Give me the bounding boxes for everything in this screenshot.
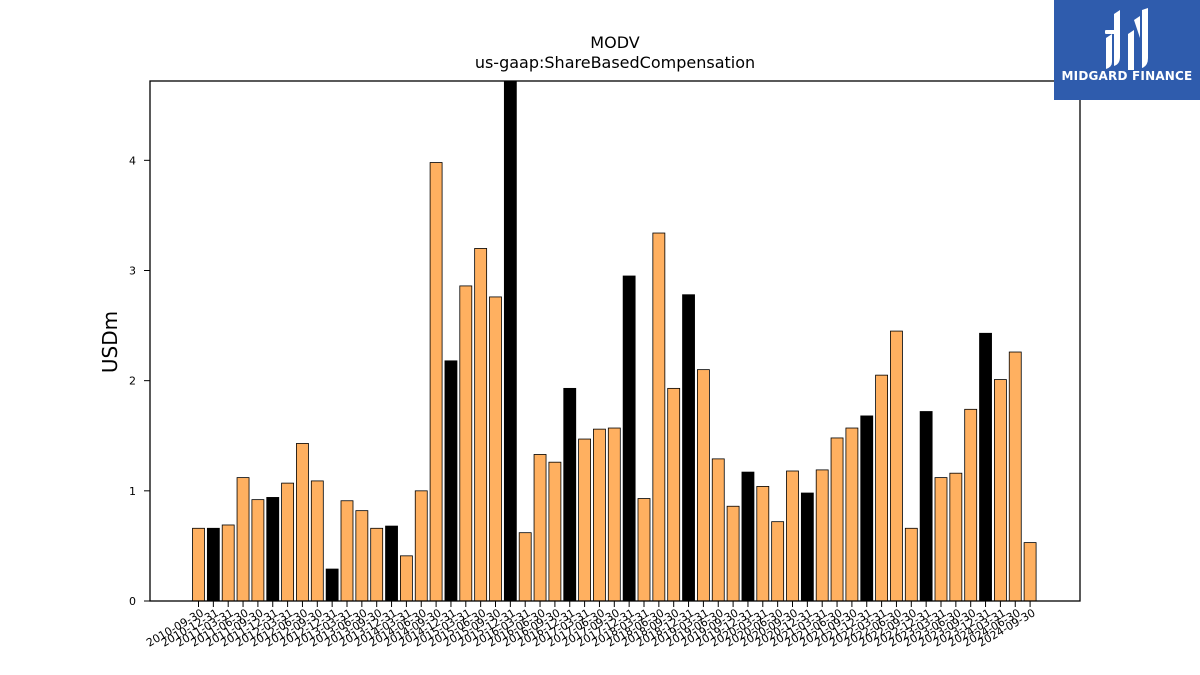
bar-2017-09-30 bbox=[607, 427, 621, 602]
bar-2011-12-31 bbox=[266, 497, 280, 602]
y-axis-label: USDm bbox=[98, 311, 122, 373]
bar-2014-12-31 bbox=[444, 360, 458, 602]
bar-2014-06-30 bbox=[414, 490, 428, 602]
brand-mark-icon bbox=[1105, 8, 1148, 70]
bar-2018-12-31 bbox=[682, 294, 695, 602]
bar-2024-09-30 bbox=[1023, 542, 1037, 602]
bar-2022-06-30 bbox=[890, 330, 903, 602]
bar-2019-06-30 bbox=[711, 458, 725, 602]
bar-2019-12-31 bbox=[741, 471, 755, 602]
bar-2016-12-31 bbox=[563, 387, 577, 602]
bar-2020-06-30 bbox=[771, 521, 785, 602]
bar-2022-03-31 bbox=[875, 374, 888, 602]
bar-2021-06-30 bbox=[830, 437, 844, 602]
bar-2021-03-31 bbox=[815, 469, 829, 602]
chart-subtitle: us-gaap:ShareBasedCompensation bbox=[475, 53, 755, 72]
bar-2014-03-31 bbox=[399, 555, 413, 602]
bar-2015-06-30 bbox=[474, 248, 488, 602]
bar-2021-12-31 bbox=[860, 415, 874, 602]
y-tick-label: 3 bbox=[129, 264, 136, 277]
bar-2017-12-31 bbox=[622, 275, 636, 602]
bar-2015-09-30 bbox=[489, 296, 502, 602]
chart-title: MODV bbox=[590, 33, 639, 52]
bar-2016-03-31 bbox=[518, 532, 532, 602]
bar-2017-03-31 bbox=[578, 438, 591, 602]
bar-2017-06-30 bbox=[593, 428, 606, 602]
bar-2019-09-30 bbox=[726, 505, 740, 602]
bar-2022-09-30 bbox=[904, 527, 918, 602]
bar-2012-06-30 bbox=[296, 443, 309, 602]
bar-2015-03-31 bbox=[459, 285, 473, 602]
bar-2019-03-31 bbox=[697, 369, 710, 602]
bar-2013-03-31 bbox=[340, 500, 354, 602]
bar-2018-06-30 bbox=[652, 232, 666, 602]
bar-2012-09-30 bbox=[310, 480, 324, 602]
brand-logo: MIDGARD FINANCE bbox=[1054, 0, 1200, 100]
bar-2011-03-31 bbox=[221, 524, 235, 602]
bar-2013-06-30 bbox=[355, 510, 369, 602]
bar-2011-09-30 bbox=[251, 499, 265, 602]
y-tick-label: 1 bbox=[129, 485, 136, 498]
bar-2012-12-31 bbox=[325, 568, 339, 602]
bar-2013-09-30 bbox=[370, 527, 384, 602]
y-tick-label: 2 bbox=[129, 375, 136, 388]
brand-name: MIDGARD FINANCE bbox=[1061, 69, 1193, 83]
bar-2012-03-31 bbox=[281, 482, 295, 602]
bar-2016-09-30 bbox=[548, 461, 562, 602]
bar-2020-12-31 bbox=[800, 492, 814, 602]
bar-2011-06-30 bbox=[236, 477, 250, 602]
bar-2010-12-31 bbox=[206, 527, 220, 602]
bar-2016-06-30 bbox=[533, 454, 547, 602]
bar-2014-09-30 bbox=[429, 162, 443, 602]
bars-group bbox=[192, 80, 1037, 602]
bar-2018-09-30 bbox=[667, 387, 681, 602]
bar-2013-12-31 bbox=[385, 525, 398, 602]
plot-frame bbox=[149, 80, 1081, 602]
x-axis-ticks: 2010-09-302010-12-312011-03-312011-06-30… bbox=[144, 601, 1038, 650]
bar-2023-09-30 bbox=[964, 408, 978, 602]
bar-2024-03-31 bbox=[994, 379, 1007, 602]
bar-2010-09-30 bbox=[192, 527, 205, 602]
y-tick-label: 4 bbox=[129, 154, 136, 167]
bar-2015-12-31 bbox=[503, 80, 517, 602]
bar-2023-06-30 bbox=[949, 472, 963, 602]
y-axis-ticks: 0 1 2 3 4 bbox=[129, 154, 150, 608]
bar-2023-03-31 bbox=[934, 477, 948, 602]
bar-2022-12-31 bbox=[919, 411, 933, 602]
y-tick-label: 0 bbox=[129, 595, 136, 608]
bar-2020-09-30 bbox=[786, 470, 799, 602]
bar-2024-06-30 bbox=[1008, 351, 1022, 602]
bar-2023-12-31 bbox=[979, 332, 992, 602]
bar-2021-09-30 bbox=[845, 427, 859, 602]
bar-2018-03-31 bbox=[637, 498, 651, 602]
bar-2020-03-31 bbox=[756, 486, 770, 602]
